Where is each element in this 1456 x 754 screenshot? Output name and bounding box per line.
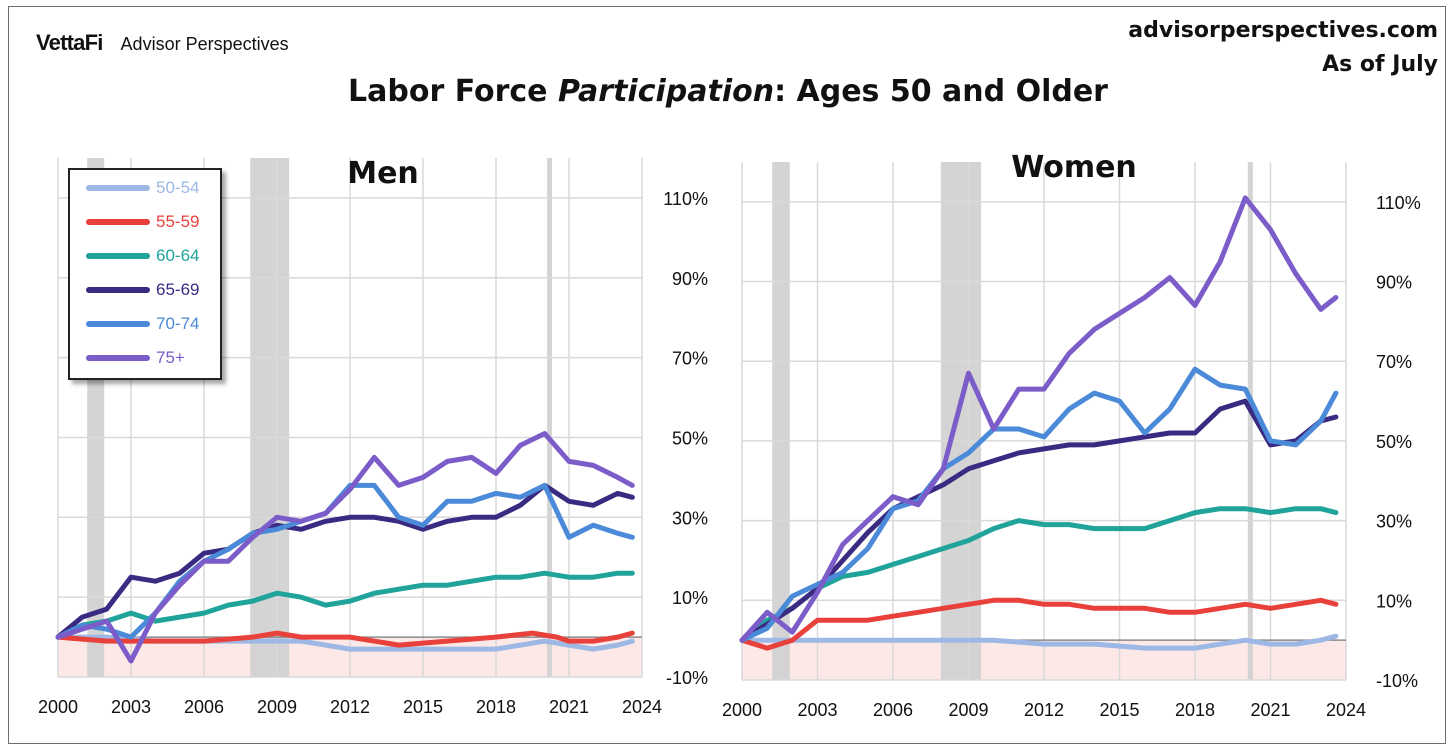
x-tick-label: 2024 bbox=[1326, 700, 1366, 720]
recession-bar bbox=[547, 158, 552, 677]
chart-title-men: Men bbox=[347, 156, 419, 191]
x-tick-label: 2012 bbox=[330, 697, 370, 717]
series-line-55-59 bbox=[739, 597, 1339, 651]
legend-item: 50-54 bbox=[86, 178, 199, 198]
legend-label: 55-59 bbox=[156, 212, 200, 231]
x-tick-label: 2018 bbox=[1175, 700, 1215, 720]
y-tick-label: -10% bbox=[666, 668, 708, 688]
chart-frame bbox=[8, 6, 1446, 744]
brand-subtitle: Advisor Perspectives bbox=[120, 34, 289, 54]
legend-label: 75+ bbox=[156, 348, 185, 367]
series-line-70-74 bbox=[739, 366, 1339, 643]
x-tick-label: 2006 bbox=[184, 697, 224, 717]
as-of-date: As of July bbox=[1322, 52, 1438, 77]
y-tick-label: 10% bbox=[672, 588, 708, 608]
y-tick-label: 30% bbox=[1376, 512, 1412, 532]
x-tick-label: 2012 bbox=[1024, 700, 1064, 720]
brand-logo: VettaFi Advisor Perspectives bbox=[36, 30, 289, 56]
y-tick-label: 110% bbox=[663, 189, 708, 209]
series-line-60-64 bbox=[739, 506, 1339, 643]
legend-label: 70-74 bbox=[156, 314, 200, 333]
y-tick-label: -10% bbox=[1376, 671, 1418, 691]
y-tick-label: 110% bbox=[1376, 193, 1421, 213]
legend-swatch bbox=[86, 185, 150, 191]
chart-title-women: Women bbox=[1011, 150, 1137, 185]
legend-label: 50-54 bbox=[156, 178, 200, 197]
legend-swatch bbox=[86, 355, 150, 361]
series-line-50-54 bbox=[739, 633, 1339, 651]
site-url: advisorperspectives.com bbox=[1128, 18, 1438, 43]
recession-bar bbox=[772, 162, 790, 680]
series-line-75plus bbox=[55, 431, 635, 664]
y-tick-label: 70% bbox=[672, 349, 708, 369]
title-emphasis: Participation bbox=[557, 74, 775, 109]
y-tick-label: 10% bbox=[1376, 591, 1412, 611]
series-line-55-59 bbox=[55, 630, 635, 648]
x-tick-label: 2021 bbox=[549, 697, 589, 717]
legend-label: 60-64 bbox=[156, 246, 200, 265]
brand-name: VettaFi bbox=[36, 30, 103, 55]
chart-women: 2000 2003 2006 2009 2012 2015 2018 2021 2024 110%… bbox=[722, 150, 1421, 720]
x-tick-label: 2000 bbox=[38, 697, 78, 717]
legend-swatch bbox=[86, 321, 150, 327]
y-tick-label: 90% bbox=[1376, 273, 1412, 293]
y-tick-label: 30% bbox=[672, 508, 708, 528]
legend-item: 70-74 bbox=[86, 314, 199, 334]
x-tick-label: 2003 bbox=[797, 700, 837, 720]
legend-item: 75+ bbox=[86, 348, 185, 368]
recession-bar bbox=[1247, 162, 1253, 680]
legend-item: 55-59 bbox=[86, 212, 199, 232]
title-part-1: Labor Force bbox=[348, 74, 558, 109]
y-tick-label: 50% bbox=[672, 428, 708, 448]
legend-item: 65-69 bbox=[86, 280, 199, 300]
series-line-65-69 bbox=[739, 398, 1339, 643]
recession-bar bbox=[940, 162, 982, 680]
x-tick-label: 2015 bbox=[403, 697, 443, 717]
x-tick-label: 2015 bbox=[1099, 700, 1139, 720]
legend-label: 65-69 bbox=[156, 280, 200, 299]
legend-item: 60-64 bbox=[86, 246, 199, 266]
legend-swatch bbox=[86, 287, 150, 293]
page-title: Labor Force Participation: Ages 50 and O… bbox=[0, 74, 1456, 109]
title-part-2: : Ages 50 and Older bbox=[774, 74, 1108, 109]
recession-bar bbox=[250, 158, 290, 677]
source-block: advisorperspectives.com As of July bbox=[1128, 14, 1438, 82]
legend: 50-54 55-59 60-64 65-69 70-74 75+ bbox=[68, 168, 222, 380]
x-tick-label: 2000 bbox=[722, 700, 762, 720]
x-tick-label: 2024 bbox=[622, 697, 662, 717]
x-tick-label: 2009 bbox=[948, 700, 988, 720]
x-tick-label: 2003 bbox=[111, 697, 151, 717]
y-tick-label: 50% bbox=[1376, 432, 1412, 452]
series-line-75plus bbox=[739, 195, 1339, 643]
x-tick-label: 2018 bbox=[476, 697, 516, 717]
x-tick-label: 2009 bbox=[257, 697, 297, 717]
legend-swatch bbox=[86, 253, 150, 259]
x-tick-label: 2021 bbox=[1250, 700, 1290, 720]
x-tick-label: 2006 bbox=[873, 700, 913, 720]
y-tick-label: 90% bbox=[672, 269, 708, 289]
legend-swatch bbox=[86, 219, 150, 225]
y-tick-label: 70% bbox=[1376, 352, 1412, 372]
